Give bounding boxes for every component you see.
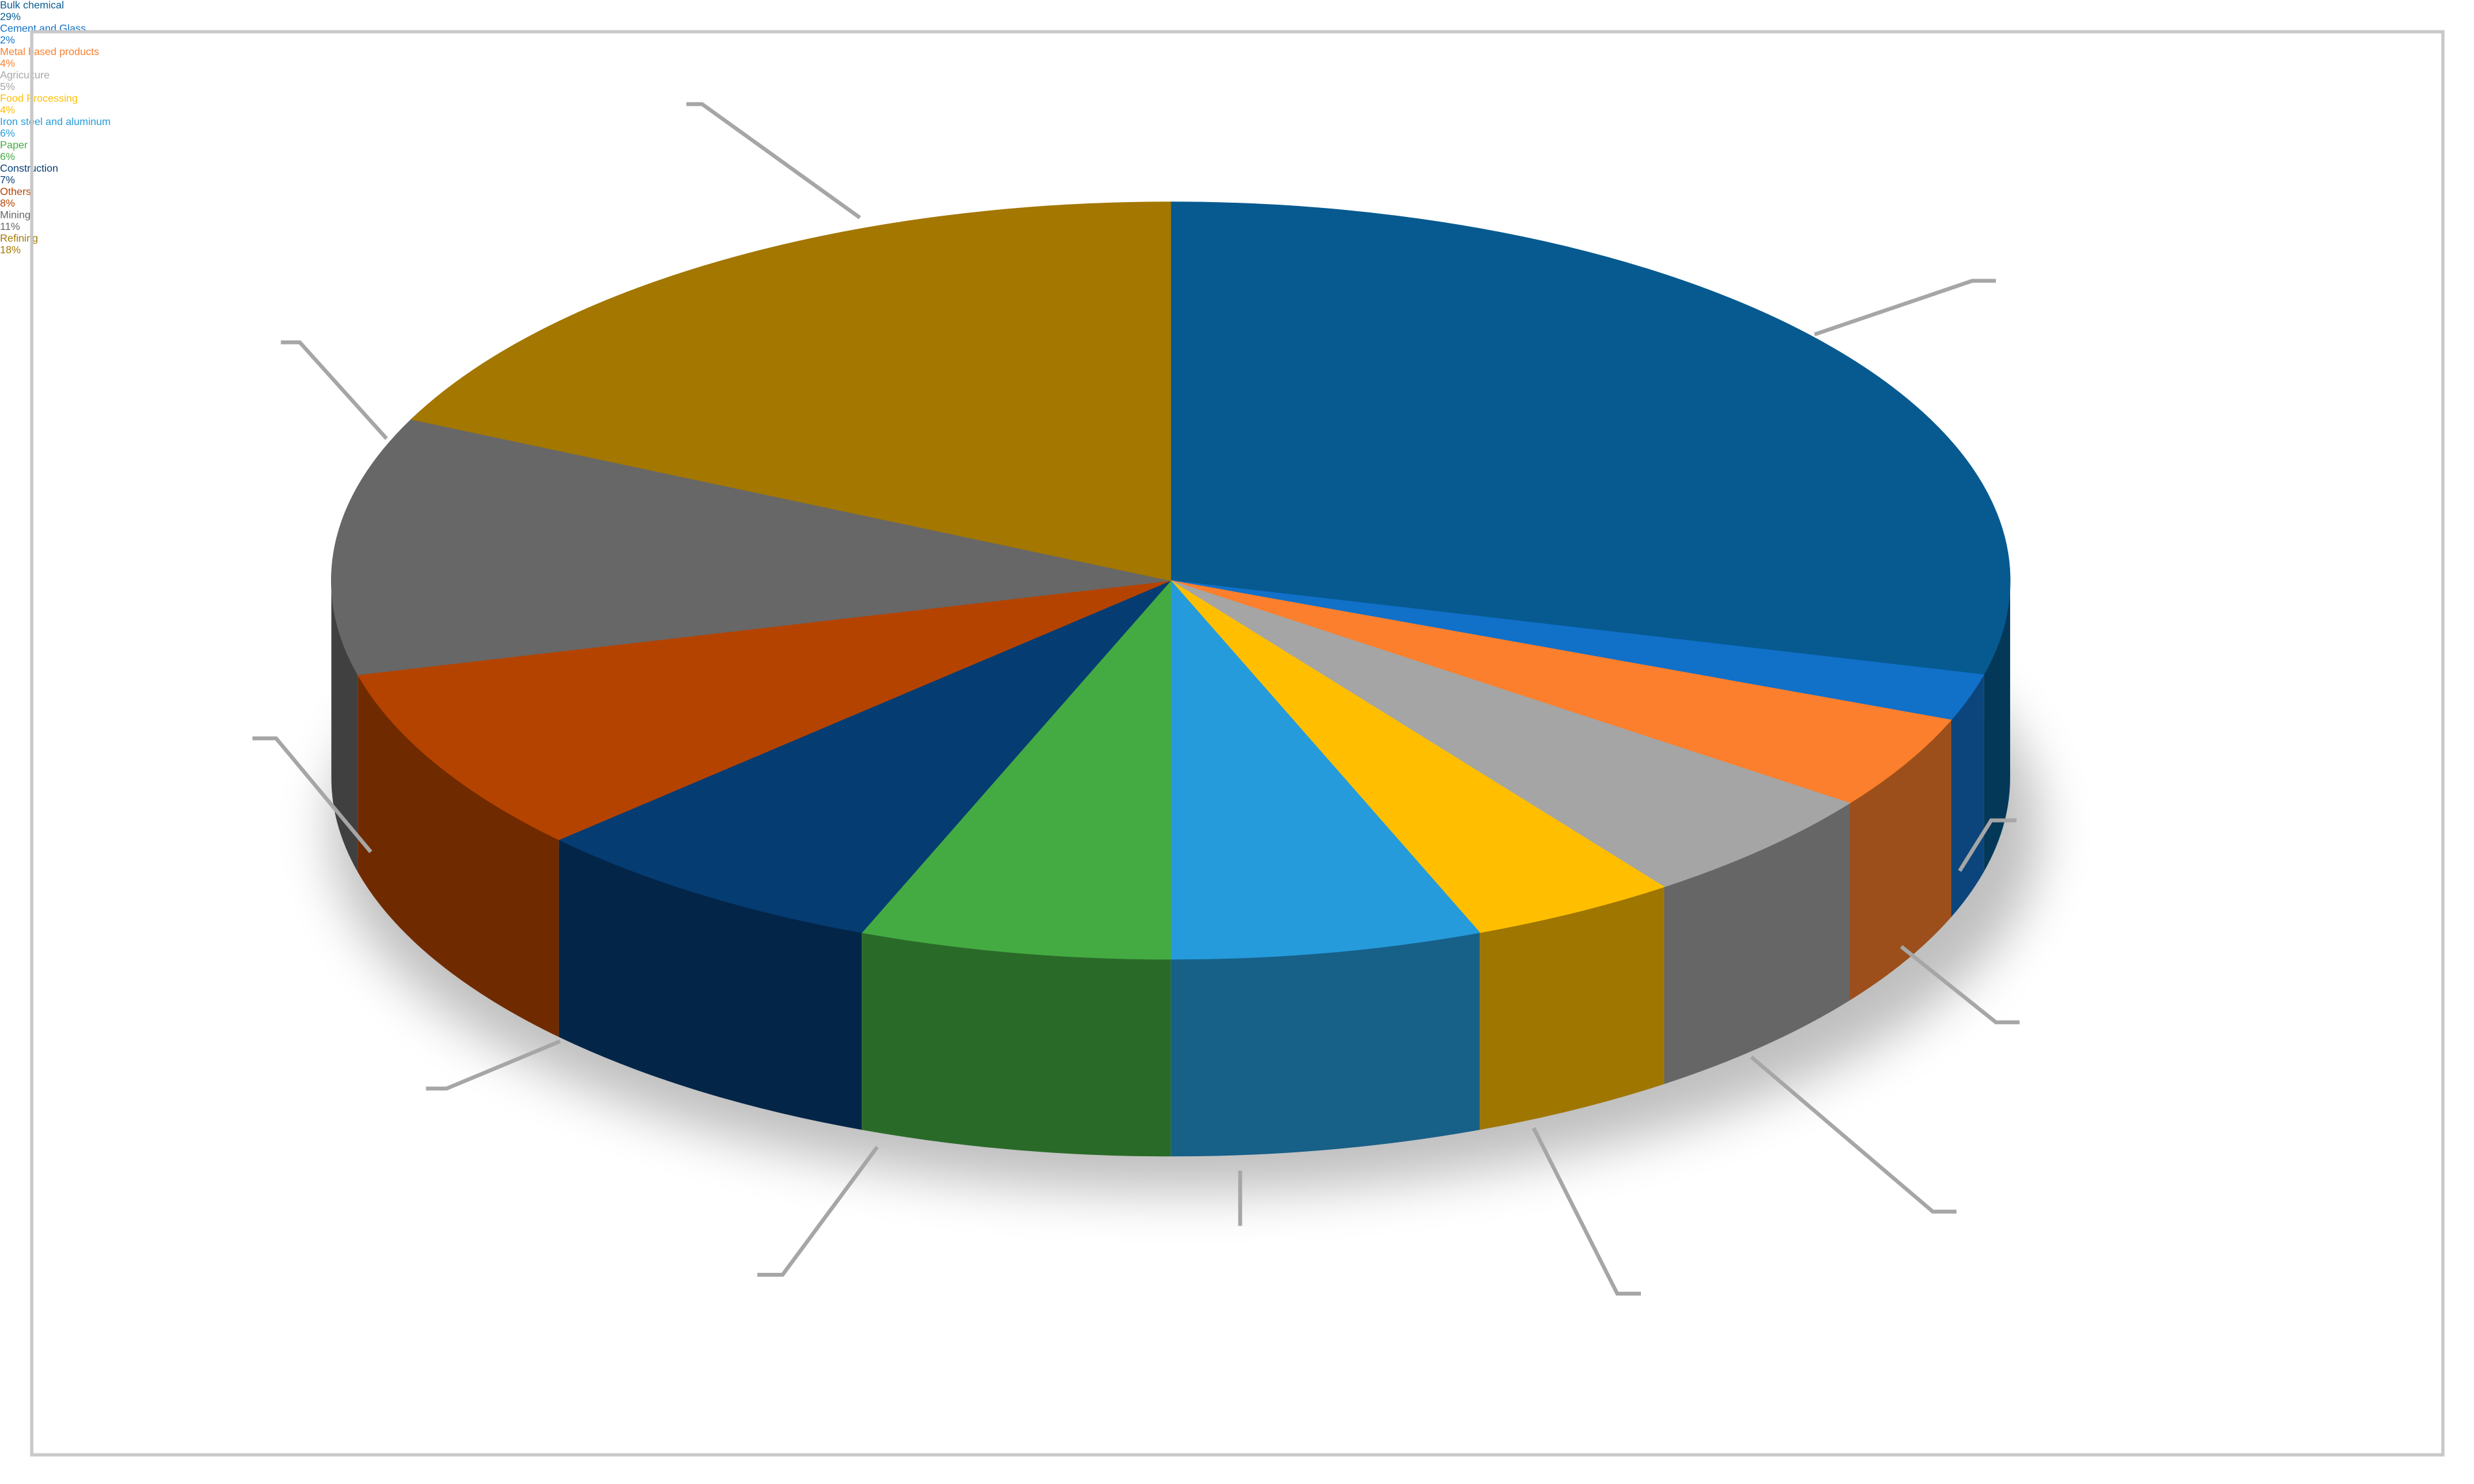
leader-line — [686, 102, 862, 220]
leader-line — [1750, 1055, 1957, 1214]
slice-label: Metal based products 4% — [0, 47, 777, 70]
value-label: 6% — [0, 152, 16, 163]
leader-line — [1900, 945, 2020, 1025]
slice — [1170, 579, 1481, 960]
slice — [861, 579, 1171, 960]
slice-label: Iron steel and aluminum 6% — [0, 117, 777, 140]
category-label: Refining — [0, 233, 38, 244]
slice — [1171, 580, 1952, 804]
value-label: 8% — [0, 198, 16, 209]
slice-label: Bulk chemical 29% — [0, 0, 777, 23]
frame — [30, 30, 2445, 1457]
slice-side — [1951, 674, 1984, 917]
value-label: 5% — [0, 82, 16, 93]
slice-side — [862, 932, 1171, 1157]
category-label: Construction — [0, 163, 58, 174]
value-label: 7% — [0, 175, 16, 186]
value-label: 4% — [0, 105, 16, 116]
leader-line — [757, 1145, 879, 1277]
leader-line — [1531, 1127, 1642, 1296]
slice — [558, 580, 1171, 933]
slice — [357, 580, 1171, 840]
category-label: Agriculture — [0, 70, 50, 81]
slice-label: Paper 6% — [0, 140, 777, 163]
category-label: Metal based products — [0, 47, 99, 58]
leader-line — [252, 736, 372, 854]
slice-label: Others 8% — [0, 187, 777, 210]
slice-label: Refining 18% — [0, 233, 777, 257]
category-label: Food Processing — [0, 93, 78, 104]
slice-side — [1171, 932, 1480, 1157]
leader-line — [1958, 818, 2017, 873]
category-label: Bulk chemical — [0, 0, 64, 11]
category-label: Others — [0, 187, 32, 198]
slice — [410, 201, 1171, 581]
value-label: 6% — [0, 128, 16, 139]
slice — [330, 418, 1171, 676]
slice-side — [1850, 720, 1951, 1001]
category-label: Paper — [0, 140, 28, 151]
slice-side — [558, 839, 862, 1130]
value-label: 29% — [0, 12, 21, 23]
slice-side — [1480, 887, 1664, 1130]
slice-side — [331, 580, 358, 873]
slice — [1170, 580, 1851, 887]
value-label: 11% — [0, 222, 20, 233]
leader-line — [1813, 279, 1997, 337]
slice — [1170, 580, 1665, 933]
category-label: Iron steel and aluminum — [0, 117, 111, 128]
leader-line — [281, 340, 388, 440]
slice-side — [1984, 580, 2010, 873]
slice-label: Food Processing 4% — [0, 93, 777, 117]
slice-label: Mining 11% — [0, 210, 777, 233]
slice-side — [358, 674, 559, 1037]
slice — [1170, 201, 2011, 676]
value-label: 18% — [0, 245, 21, 256]
leader-line — [426, 1039, 561, 1091]
value-label: 2% — [0, 35, 16, 46]
slice-side — [1664, 803, 1850, 1084]
slice-label: Agriculture 5% — [0, 70, 777, 93]
slice-label: Construction 7% — [0, 163, 777, 187]
category-label: Mining — [0, 210, 31, 221]
value-label: 4% — [0, 58, 16, 69]
